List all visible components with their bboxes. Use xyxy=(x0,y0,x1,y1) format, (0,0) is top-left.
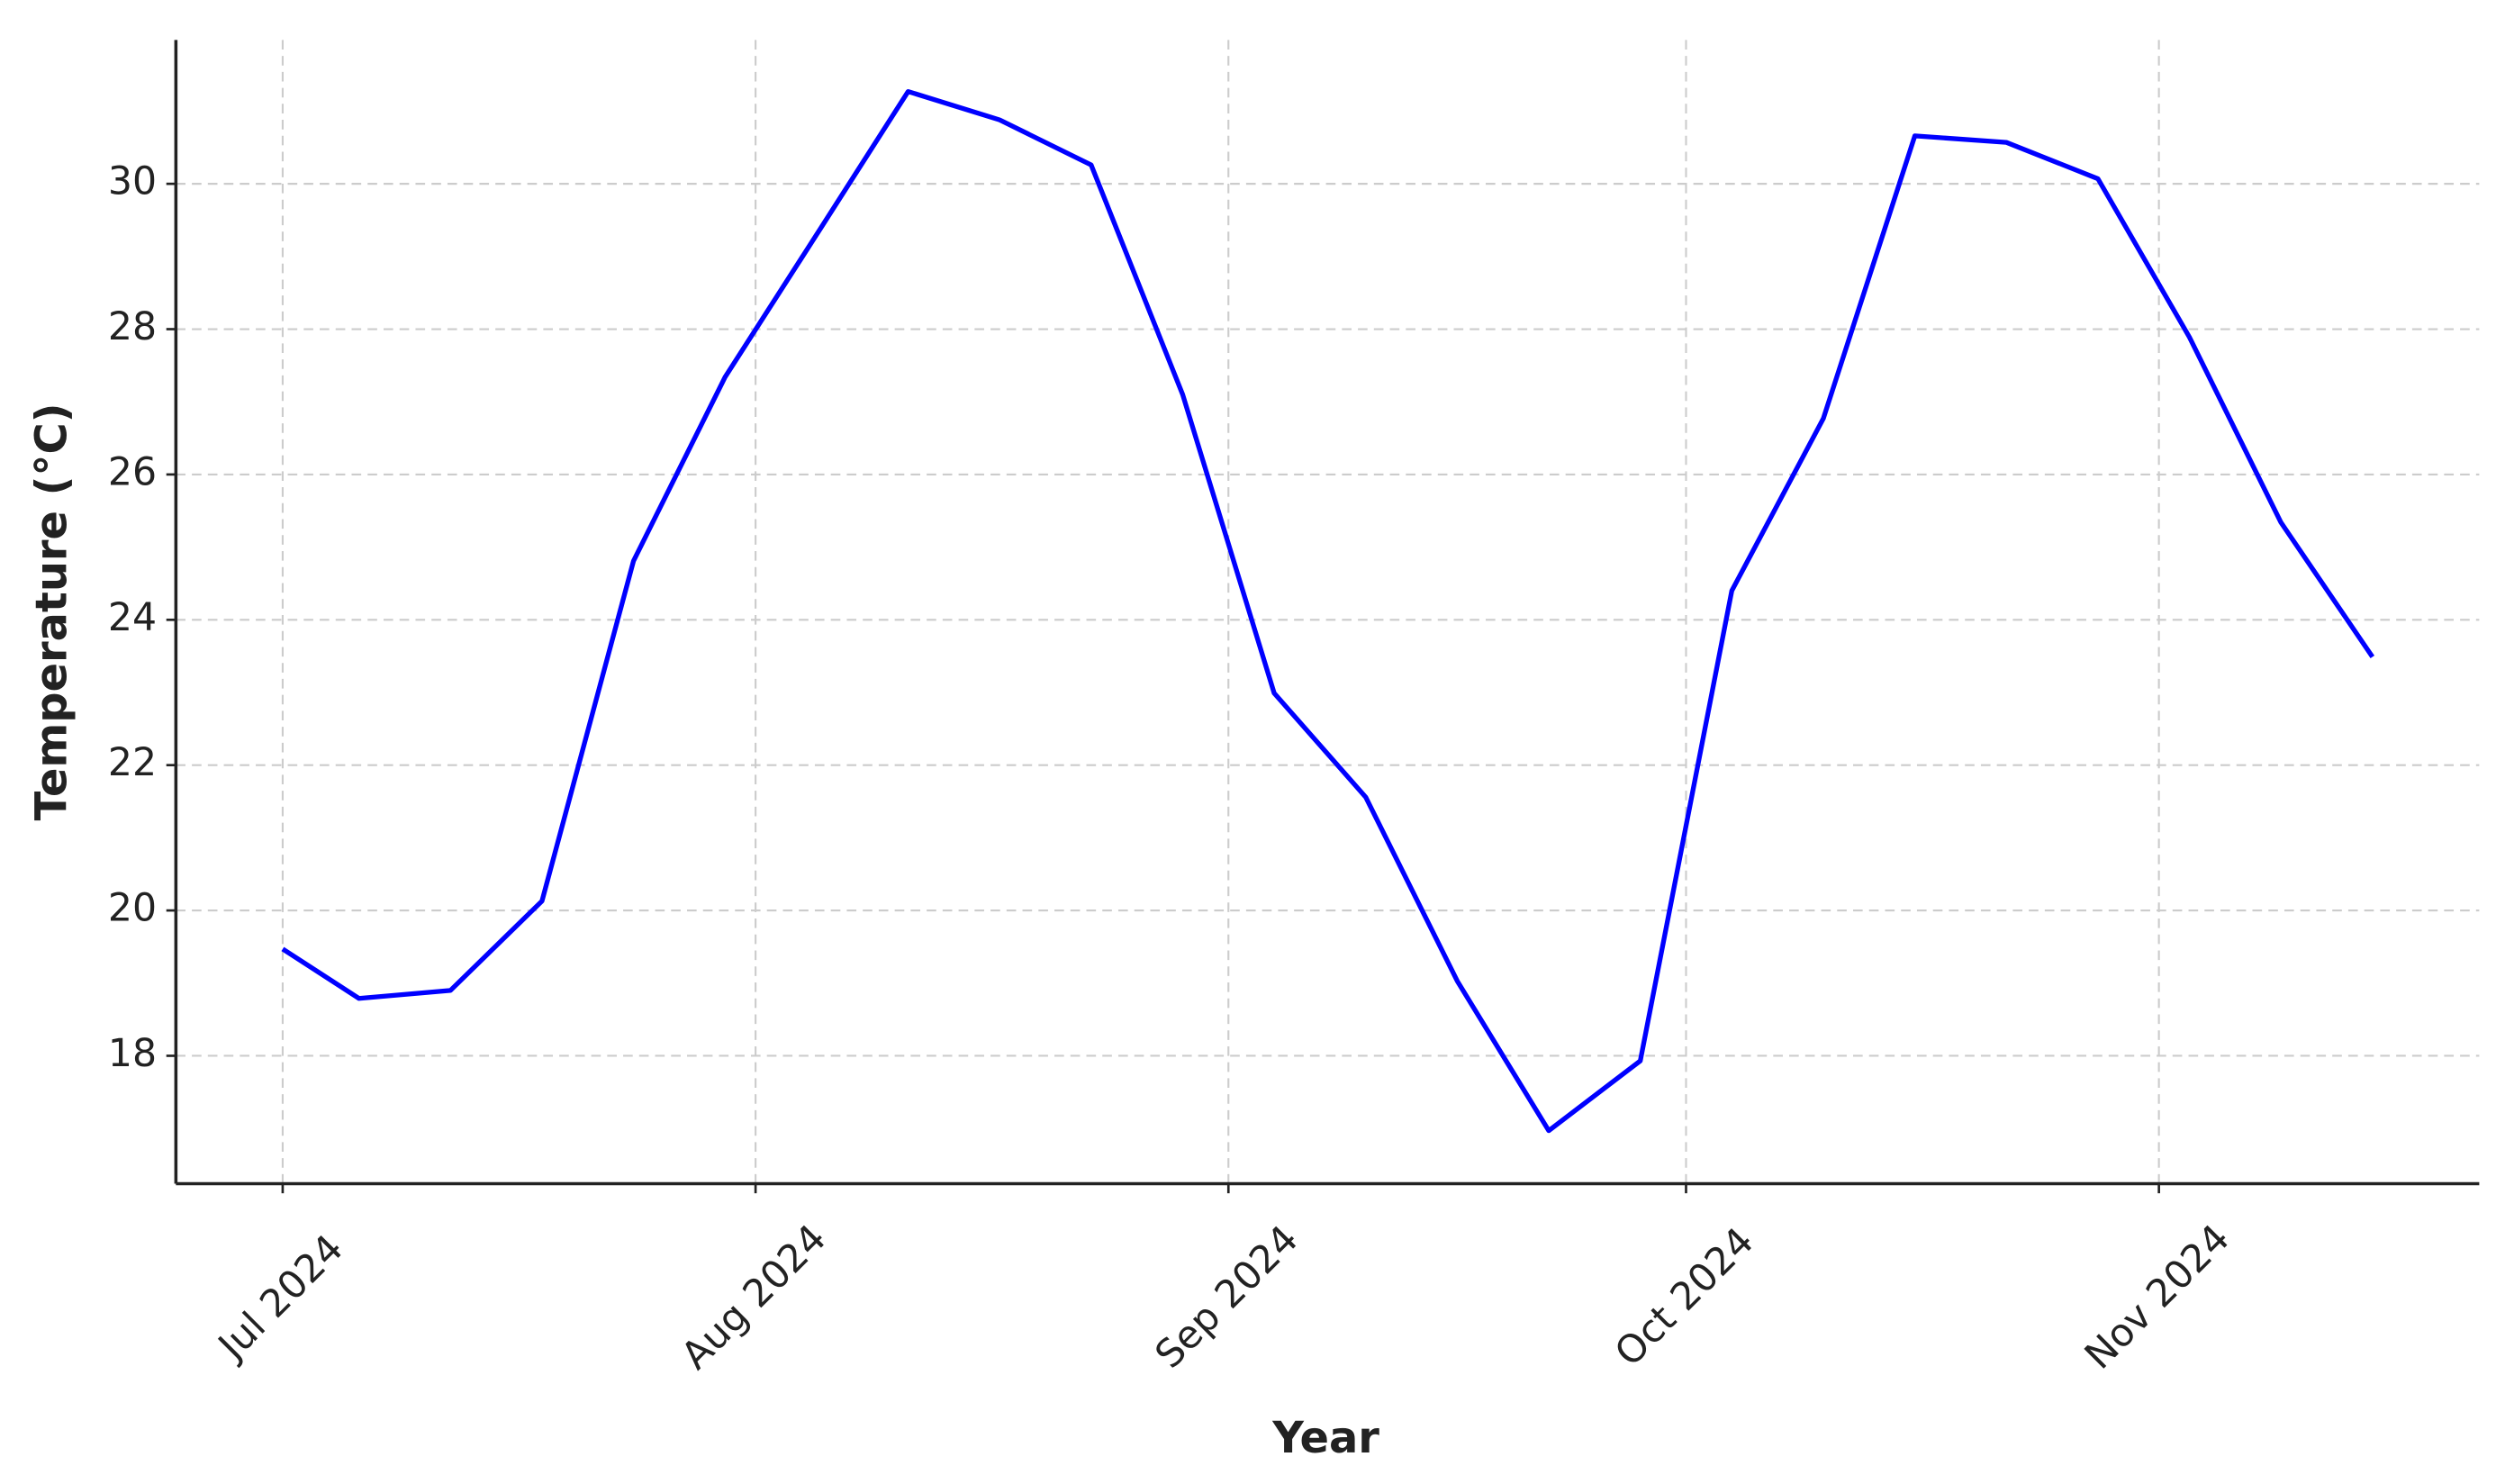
y-tick-label: 22 xyxy=(108,740,157,785)
y-tick-label: 30 xyxy=(108,159,157,204)
x-tick-label: Oct 2024 xyxy=(1606,1219,1763,1376)
x-tick-label: Aug 2024 xyxy=(673,1216,835,1378)
x-axis-label: Year xyxy=(1271,1414,1379,1463)
y-tick-label: 18 xyxy=(108,1031,157,1076)
x-tick-label: Nov 2024 xyxy=(2076,1216,2238,1378)
line-series xyxy=(281,88,2375,1134)
y-tick-label: 28 xyxy=(108,304,157,349)
y-axis-label: Temperature (°C) xyxy=(28,403,77,820)
x-tick-label: Jul 2024 xyxy=(208,1226,352,1371)
y-tick-label: 26 xyxy=(108,449,157,494)
y-tick-label: 20 xyxy=(108,886,157,931)
y-tick-label: 24 xyxy=(108,595,157,640)
x-tick-label: Sep 2024 xyxy=(1146,1217,1307,1377)
